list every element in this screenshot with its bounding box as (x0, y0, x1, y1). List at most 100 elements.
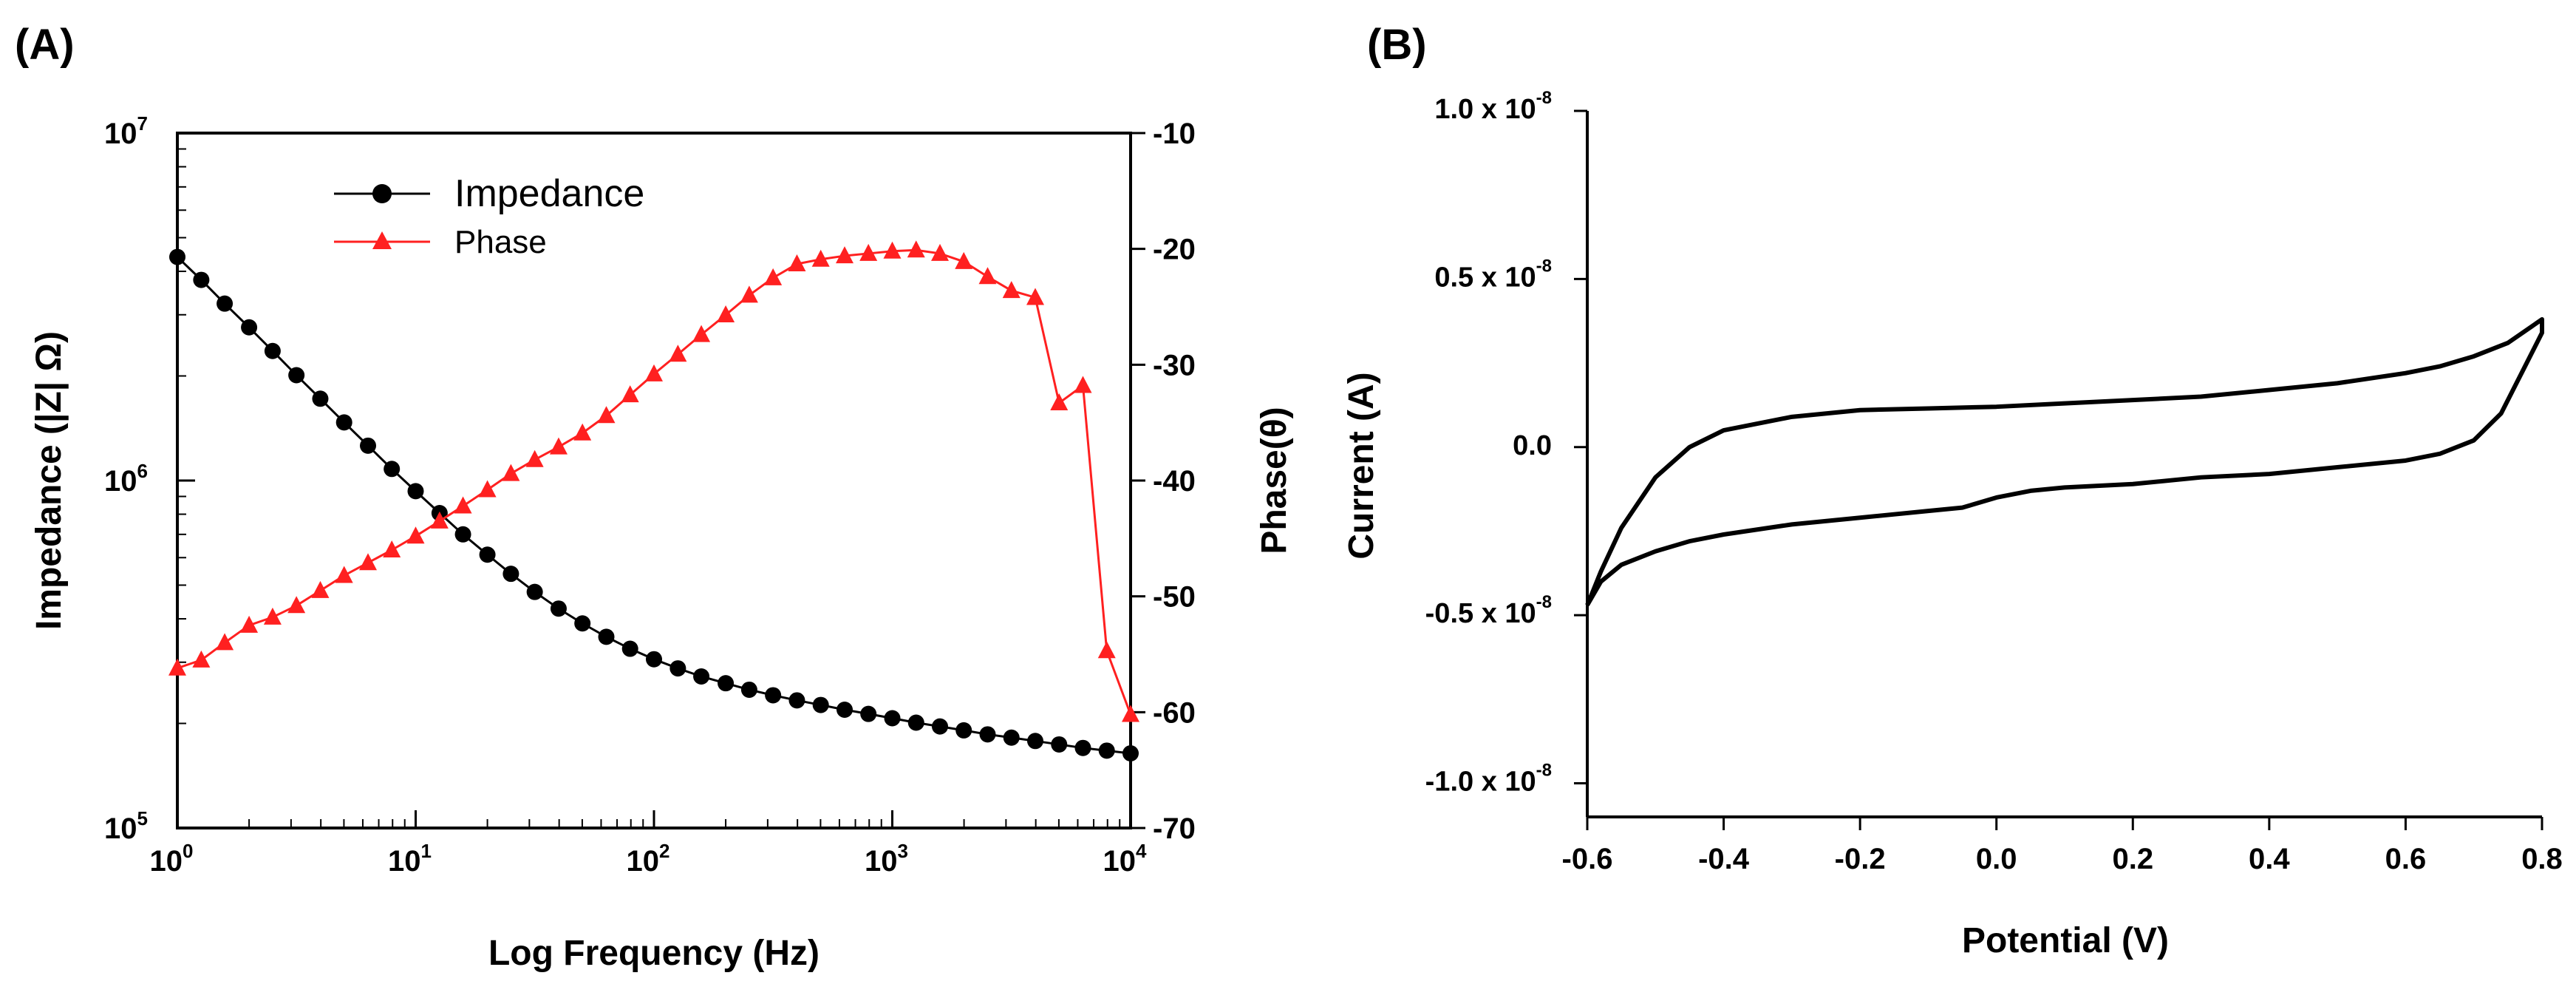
series-phase-point (311, 580, 330, 598)
panel-a-label: (A) (15, 21, 75, 69)
series-impedance-point (574, 615, 591, 632)
series-phase-point (359, 553, 378, 571)
panel-a-y2-title: Phase(θ) (1255, 407, 1294, 554)
panel-a-series (168, 240, 1139, 762)
series-impedance-point (765, 687, 782, 704)
series-phase-point (525, 449, 544, 467)
series-phase-point (216, 633, 234, 651)
series-cv-curve (1585, 316, 2544, 607)
series-impedance-point (1098, 742, 1115, 759)
series-phase-point (669, 345, 687, 362)
series-impedance-point (598, 628, 615, 645)
series-impedance-point (1003, 729, 1020, 746)
series-phase-point (478, 480, 497, 498)
series-impedance-point (407, 483, 424, 500)
series-impedance-point (669, 660, 686, 677)
panel-b-series (1585, 316, 2544, 607)
series-phase-point (168, 658, 186, 676)
panel-a-legend: Impedance Phase (334, 172, 644, 260)
series-phase-point (859, 243, 878, 261)
panel-b-x-tick-label: -0.4 (1698, 843, 1750, 875)
panel-b-y-tick-label: 1.0 x 10-8 (1434, 88, 1552, 125)
series-phase-point (335, 566, 353, 583)
series-impedance-point (907, 714, 924, 731)
panel-b-x-tick-label: 0.0 (1976, 843, 2017, 875)
series-impedance-point (788, 692, 805, 709)
panel-a-y2-tick-label: -40 (1153, 465, 1196, 498)
series-impedance-point (360, 437, 377, 454)
panel-a-y-tick-label: 106 (104, 460, 148, 498)
series-impedance-point (693, 668, 710, 685)
series-phase-point (1074, 376, 1092, 393)
panel-b-y-title: Current (A) (1342, 372, 1381, 559)
series-impedance-point (860, 705, 877, 722)
series-phase-point (621, 385, 639, 403)
panel-b-x-axis: -0.6 -0.4 -0.2 0.0 0.2 0.4 0.6 0.8 (1562, 817, 2563, 875)
series-phase-point (406, 526, 425, 544)
panel-b-y-tick-label: 0.5 x 10-8 (1434, 256, 1552, 293)
series-phase-point (931, 243, 950, 261)
series-phase-point (764, 268, 783, 285)
panel-a-x-tick-label: 101 (388, 840, 432, 878)
panel-a-x-title: Log Frequency (Hz) (488, 934, 820, 973)
series-phase-point (287, 596, 306, 614)
panel-b-y-tick-label: -0.5 x 10-8 (1425, 592, 1552, 629)
panel-a-y2-axis: -10 -20 -30 -40 -50 -60 -70 (1131, 118, 1196, 845)
series-impedance-point (288, 367, 305, 384)
series-phase-point (192, 650, 211, 668)
series-impedance-line (176, 256, 1131, 755)
series-phase-point (907, 240, 925, 258)
series-phase-point (1097, 641, 1116, 659)
series-phase-point (836, 246, 854, 264)
series-phase-point (978, 267, 997, 285)
panel-a-y-tick-label: 107 (104, 112, 148, 150)
series-phase-point (1050, 393, 1069, 411)
series-impedance-point (836, 701, 853, 718)
panel-b-x-title: Potential (V) (1962, 921, 2169, 960)
panel-b-x-tick-label: -0.2 (1835, 843, 1886, 875)
series-impedance-point (1051, 736, 1068, 753)
series-phase-point (383, 540, 401, 557)
series-impedance-point (217, 295, 234, 312)
legend-impedance-marker (372, 184, 392, 203)
series-impedance-point (241, 319, 258, 336)
panel-a-x-tick-label: 102 (627, 840, 670, 878)
series-phase-point (240, 615, 259, 633)
series-phase-point (454, 496, 472, 514)
series-impedance-point (264, 342, 281, 359)
series-phase-point (955, 251, 973, 269)
series-phase-point (717, 305, 735, 322)
panel-a-y2-tick-label: -10 (1153, 118, 1196, 150)
series-phase-point (1002, 281, 1020, 299)
panel-a-x-tick-label: 100 (150, 840, 194, 878)
series-phase-point (645, 364, 663, 381)
series-impedance-point (169, 248, 185, 265)
panel-b-x-tick-label: -0.6 (1562, 843, 1613, 875)
series-phase-line (177, 248, 1132, 715)
series-impedance-point (1026, 733, 1043, 750)
panel-a-x-axis: 100 101 102 103 104 (150, 810, 1147, 878)
series-impedance-point (812, 696, 829, 713)
series-impedance-point (955, 722, 972, 739)
series-phase-point (430, 511, 449, 529)
panel-a-y2-tick-label: -60 (1153, 696, 1196, 729)
panel-b-y-axis: 1.0 x 10-8 0.5 x 10-8 0.0 -0.5 x 10-8 -1.0 x… (1425, 88, 1587, 798)
panel-a-y2-tick-label: -30 (1153, 349, 1196, 381)
series-phase-point (692, 325, 711, 342)
series-phase-point (1026, 288, 1044, 305)
panel-b: (B) -0.6 -0.4 -0.2 0.0 0.2 0.4 0.6 0.8 1.0 x 10… (1342, 21, 2563, 960)
legend-phase-marker (372, 231, 392, 249)
series-impedance-point (979, 726, 996, 743)
panel-b-x-tick-label: 0.6 (2385, 843, 2427, 875)
series-impedance-point (646, 651, 662, 668)
legend-phase-label: Phase (454, 224, 547, 260)
panel-b-x-tick-label: 0.2 (2112, 843, 2153, 875)
series-phase-point (788, 254, 806, 272)
series-phase-point (811, 249, 830, 267)
series-phase-point (573, 423, 592, 441)
series-impedance-point (718, 675, 735, 692)
panel-a-y-tick-label: 105 (104, 807, 148, 845)
panel-b-y-tick-label: 0.0 (1513, 430, 1552, 461)
panel-b-label: (B) (1367, 21, 1427, 69)
series-impedance-point (1074, 739, 1091, 756)
